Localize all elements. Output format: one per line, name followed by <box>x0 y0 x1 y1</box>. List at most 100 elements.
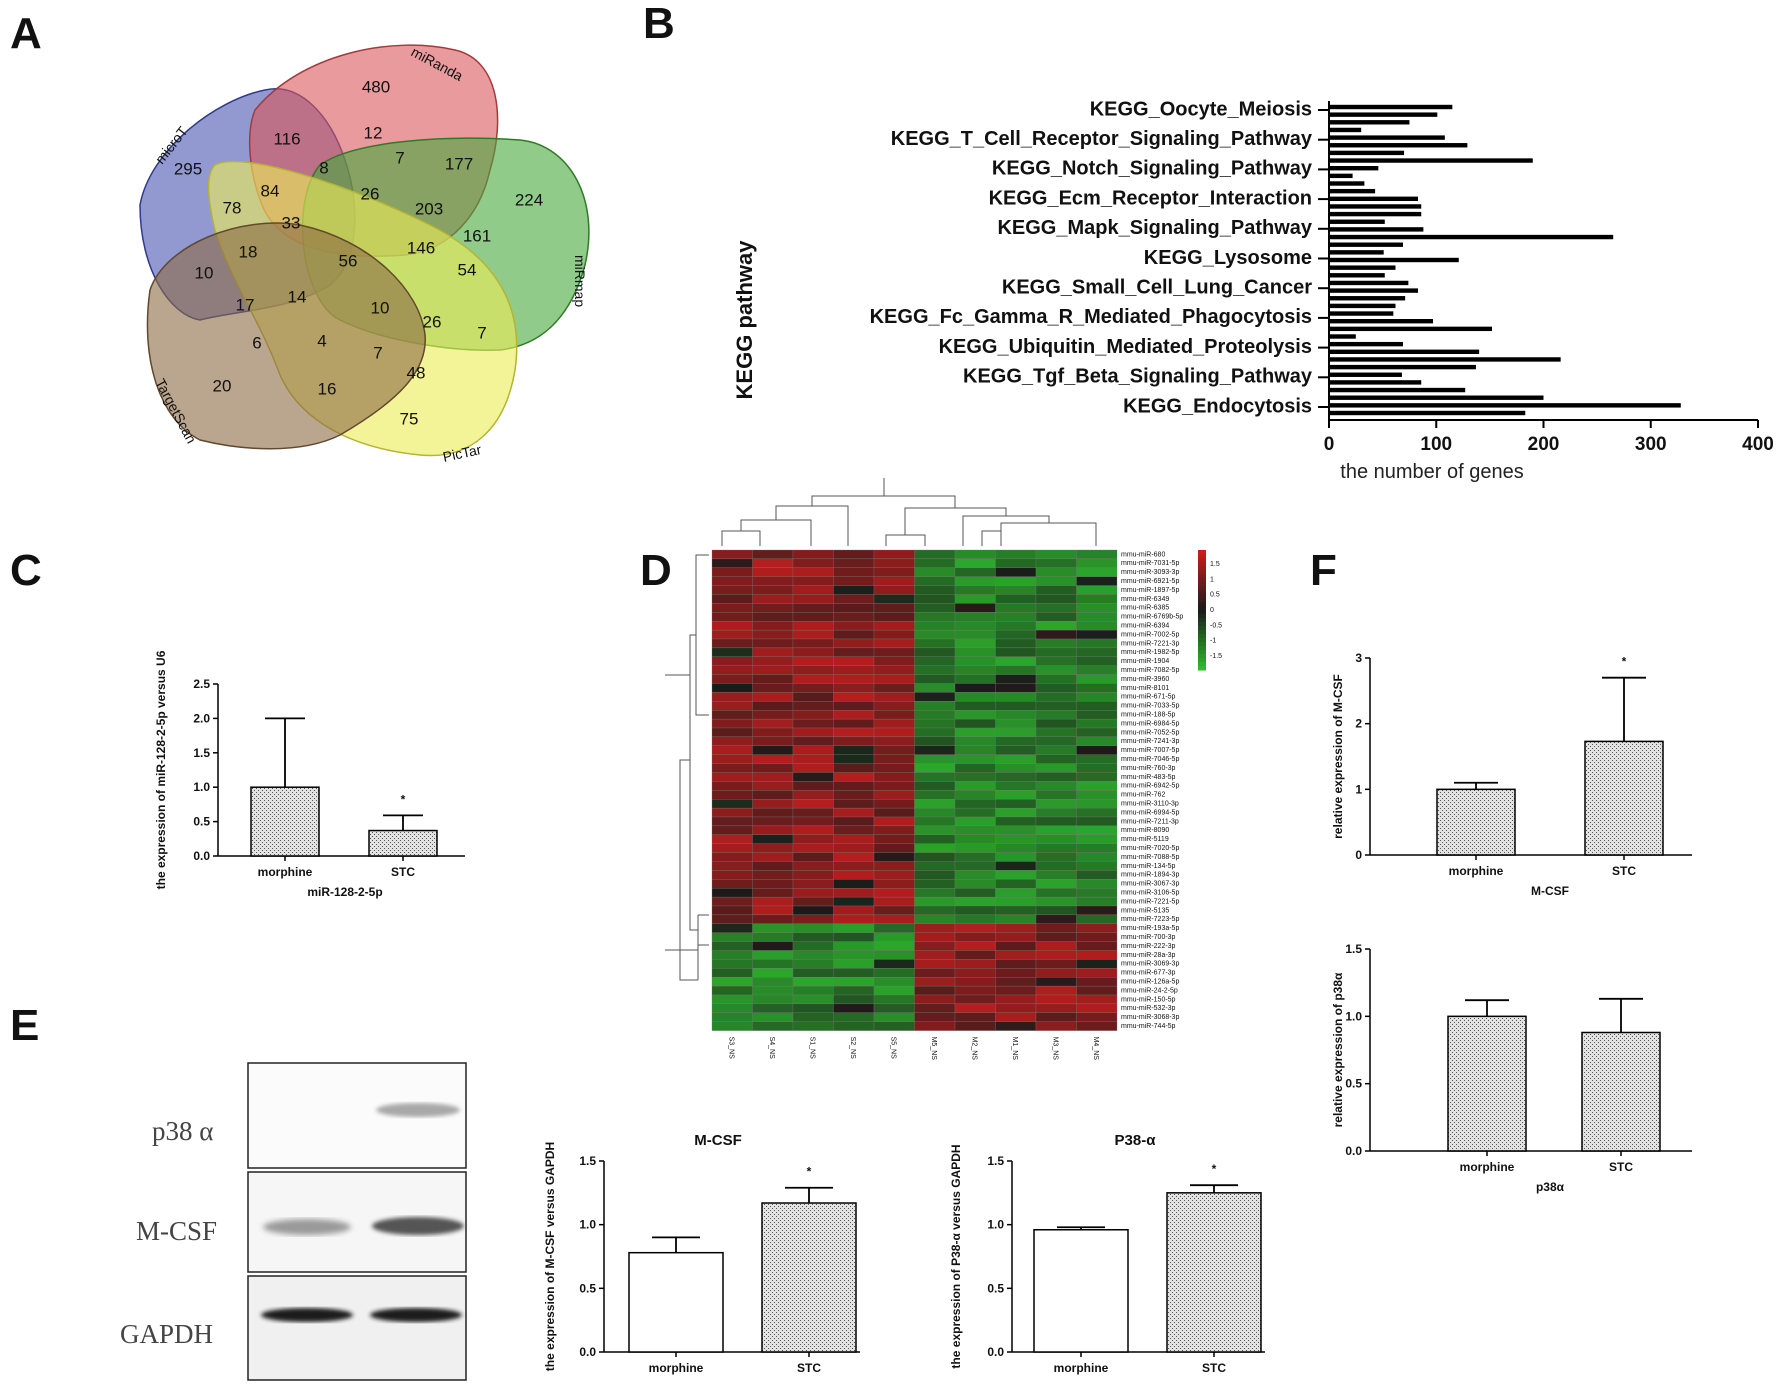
heatmap-cell <box>873 718 915 729</box>
heatmap-cell <box>833 932 875 942</box>
heatmap-cell <box>752 985 794 996</box>
heatmap-cell <box>914 576 956 586</box>
heatmap-cell <box>792 923 834 933</box>
heatmap-cell <box>1076 701 1118 711</box>
heatmap-cell <box>792 549 834 560</box>
heatmap-cell <box>1035 621 1077 631</box>
kegg-pathway-label: KEGG_Small_Cell_Lung_Cancer <box>1002 276 1312 298</box>
heatmap-cell <box>711 807 753 818</box>
heatmap-cell <box>995 638 1037 649</box>
venn-count: 7 <box>395 148 404 167</box>
heatmap-cell <box>1076 629 1118 640</box>
heatmap-cell <box>833 923 875 933</box>
heatmap-cell <box>752 692 794 702</box>
heatmap-cell <box>792 994 834 1005</box>
panel-letter-f: F <box>1310 546 1337 595</box>
heatmap-column-labels: S3_NS S4_NS S1_NS S2_NS S5_NS M5_NS M2_NS M1_NS… <box>727 1037 1099 1061</box>
y-axis-title: relative expression of p38α <box>1331 972 1345 1127</box>
heatmap-cell <box>995 754 1037 764</box>
x-tick-label: STC <box>391 865 415 879</box>
kegg-bar <box>1329 242 1404 247</box>
heatmap-cell <box>1076 603 1118 613</box>
heatmap-cell <box>1035 736 1077 746</box>
heatmap-cell <box>1076 1003 1118 1013</box>
heatmap-cell <box>792 585 834 595</box>
heatmap-cell <box>914 959 956 969</box>
heatmap-cell <box>711 701 753 711</box>
kegg-bar <box>1329 250 1384 255</box>
heatmap-row-label: mmu-miR-3110-3p <box>1121 800 1179 807</box>
heatmap-cell <box>995 985 1037 996</box>
heatmap-cell <box>711 647 753 657</box>
heatmap-cell <box>954 763 996 773</box>
heatmap-cell <box>954 710 996 720</box>
heatmap-row-label: mmu-miR-677-3p <box>1121 970 1176 977</box>
color-scale-swatch <box>1198 606 1206 611</box>
heatmap-cell <box>954 816 996 827</box>
heatmap-cell <box>995 736 1037 746</box>
heatmap-cell <box>1035 683 1077 693</box>
heatmap-cell <box>752 585 794 595</box>
y-tick-label: 2 <box>1355 717 1362 731</box>
heatmap-row-label: mmu-miR-7221-5p <box>1121 898 1179 905</box>
heatmap-cell <box>711 941 753 951</box>
heatmap-cell <box>792 736 834 746</box>
y-tick-label: 2.0 <box>193 711 210 725</box>
significance-marker: * <box>401 792 406 806</box>
kegg-pathway-label: KEGG_Ubiquitin_Mediated_Proteolysis <box>939 336 1312 358</box>
heatmap-cell <box>1035 852 1077 862</box>
color-scale-swatch <box>1198 578 1206 583</box>
heatmap-cell <box>1035 781 1077 791</box>
heatmap-cell <box>752 896 794 907</box>
heatmap-cell <box>1035 932 1077 942</box>
heatmap-cell <box>995 710 1037 720</box>
kegg-bar <box>1329 227 1424 232</box>
heatmap-row-label: mmu-miR-760-3p <box>1121 765 1176 772</box>
heatmap-cell <box>752 647 794 657</box>
heatmap-cell <box>1035 674 1077 684</box>
heatmap-cell <box>1076 941 1118 951</box>
color-scale-swatch <box>1198 562 1206 567</box>
heatmap-cell <box>1035 585 1077 595</box>
heatmap-cell <box>711 843 753 853</box>
western-blot: p38 α M-CSF GAPDH <box>120 1062 467 1381</box>
heatmap-cell <box>954 558 996 568</box>
heatmap-cell <box>1076 612 1118 622</box>
heatmap-cell <box>873 799 915 809</box>
y-axis-title: relative expression of M-CSF <box>1331 674 1345 839</box>
heatmap-cell <box>711 825 753 835</box>
kegg-bar <box>1329 341 1404 347</box>
heatmap-cell <box>1035 772 1077 782</box>
y-tick-label: 1.0 <box>987 1218 1004 1232</box>
heatmap-cell <box>711 763 753 773</box>
heatmap-cell <box>1035 567 1077 577</box>
bar <box>761 1202 857 1353</box>
heatmap-cell <box>1076 647 1118 657</box>
heatmap-column-label: S3_NS <box>727 1037 734 1060</box>
heatmap-cell <box>1076 781 1118 791</box>
heatmap-cell <box>1035 807 1077 818</box>
kegg-pathway-label: KEGG_Ecm_Receptor_Interaction <box>989 187 1312 209</box>
heatmap-cell <box>995 718 1037 729</box>
color-scale-label: 0 <box>1210 607 1214 614</box>
p38-bar-chart: 0.0 0.5 1.0 1.5 morphine STC * the expression o… <box>949 1132 1265 1375</box>
heatmap-row-label: mmu-miR-6942-5p <box>1121 783 1179 790</box>
heatmap-cell <box>914 692 956 702</box>
heatmap-cell <box>1076 816 1118 827</box>
bar <box>1033 1229 1129 1353</box>
heatmap-cell <box>833 647 875 657</box>
heatmap-cell <box>873 923 915 933</box>
heatmap-cell <box>995 692 1037 702</box>
heatmap-row-label: mmu-miR-744-5p <box>1121 1023 1176 1030</box>
kegg-bar <box>1329 403 1681 408</box>
heatmap-cell <box>792 567 834 577</box>
kegg-bar <box>1329 173 1353 179</box>
heatmap: mmu-miR-680 mmu-miR-7031-5p mmu-miR-3093-3… <box>665 478 1222 1060</box>
heatmap-cell <box>873 558 915 568</box>
heatmap-cell <box>954 594 996 604</box>
heatmap-cell <box>711 603 753 613</box>
heatmap-cell <box>995 896 1037 907</box>
heatmap-row-label: mmu-miR-7002-5p <box>1121 631 1179 638</box>
heatmap-cell <box>752 629 794 640</box>
heatmap-cell <box>711 968 753 978</box>
